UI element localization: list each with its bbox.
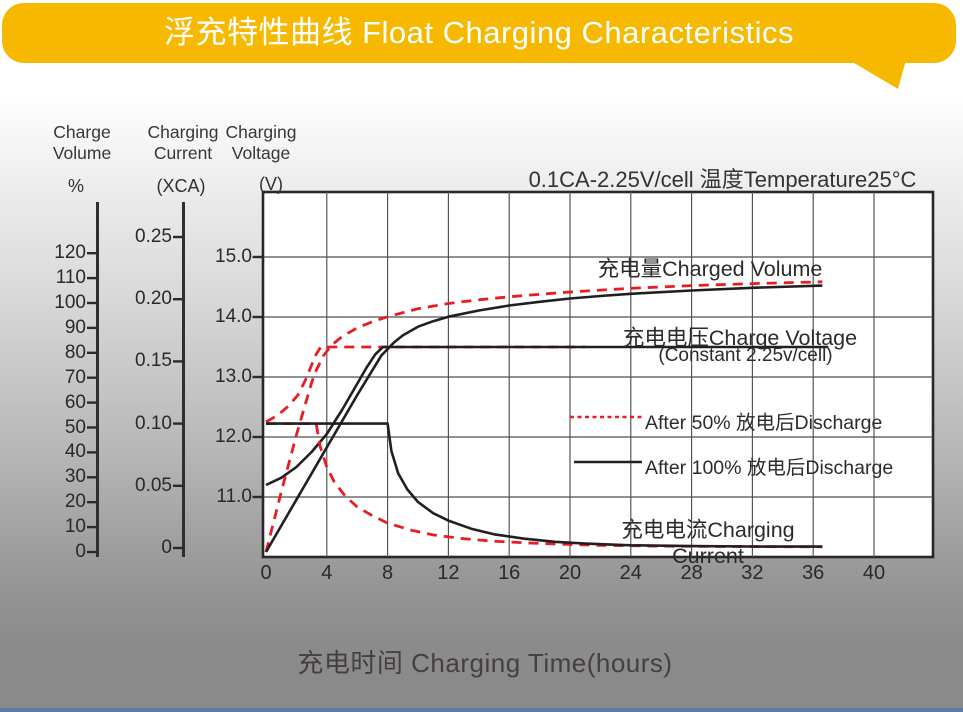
volume-tick-label-110: 110 xyxy=(55,267,86,289)
current-tick-label-0.20: 0.20 xyxy=(135,288,172,310)
current-tick-label-0.05: 0.05 xyxy=(135,474,172,496)
x-tick-label-36: 36 xyxy=(802,562,825,584)
legend-label-after-100-discharge: After 100% 放电后Discharge xyxy=(645,457,894,479)
axis-title-charging-current: Charging Current xyxy=(147,122,219,163)
x-tick-label-12: 12 xyxy=(437,562,460,584)
voltage-tick-label-14.0: 14.0 xyxy=(215,306,252,327)
legend-label-after-50-discharge: After 50% 放电后Discharge xyxy=(645,412,883,434)
test-condition-label: 0.1CA-2.25V/cell 温度Temperature25°C xyxy=(528,167,917,192)
volume-tick-label-100: 100 xyxy=(54,292,86,313)
annotation-charge-voltage: 充电电压Charge Voltage xyxy=(622,326,858,350)
volume-tick-label-80: 80 xyxy=(64,341,86,363)
volume-tick-label-30: 30 xyxy=(64,466,86,488)
x-axis-title: 充电时间 Charging Time(hours) xyxy=(297,648,673,678)
curve-charge_voltage_after_100pct_discharge xyxy=(265,345,829,487)
volume-tick-label-120: 120 xyxy=(54,242,86,264)
x-tick-label-40: 40 xyxy=(862,562,886,584)
volume-tick-label-0: 0 xyxy=(75,541,86,562)
axis-unit-xca: (XCA) xyxy=(156,176,206,196)
title-banner: 浮充特性曲线 Float Charging Characteristics xyxy=(2,3,956,63)
annotation-charge-voltage-sub: (Constant 2.25v/cell) xyxy=(658,345,833,366)
current-tick-label-0.15: 0.15 xyxy=(135,350,172,372)
x-tick-label-4: 4 xyxy=(321,562,333,584)
voltage-tick-label-12.0: 12.0 xyxy=(215,426,252,447)
volume-tick-label-60: 60 xyxy=(64,391,86,413)
axis-unit-volt: (V) xyxy=(259,174,283,194)
page-title: 浮充特性曲线 Float Charging Characteristics xyxy=(163,15,795,50)
voltage-tick-label-11.0: 11.0 xyxy=(216,486,252,507)
current-tick-label-0.25: 0.25 xyxy=(135,226,172,247)
voltage-tick-label-13.0: 13.0 xyxy=(215,366,252,387)
annotation-charging-current: 充电电流Charging Current xyxy=(621,518,795,568)
x-tick-label-20: 20 xyxy=(558,562,582,584)
volume-tick-label-40: 40 xyxy=(64,441,86,463)
bottom-accent-strip xyxy=(0,708,963,712)
plot-area xyxy=(261,190,935,559)
x-tick-label-32: 32 xyxy=(741,562,764,584)
volume-tick-label-70: 70 xyxy=(64,366,86,388)
annotation-charged-volume: 充电量Charged Volume xyxy=(597,257,823,281)
x-tick-label-0: 0 xyxy=(260,562,272,584)
curve-charged_volume_after_100pct_discharge xyxy=(264,284,823,553)
curve-charged_volume_after_50pct_discharge xyxy=(264,280,823,553)
current-tick-label-0.10: 0.10 xyxy=(135,412,172,434)
x-tick-label-24: 24 xyxy=(619,562,642,584)
voltage-tick-label-15.0: 15.0 xyxy=(215,246,252,267)
axis-unit-percent: % xyxy=(67,176,84,196)
x-tick-label-8: 8 xyxy=(382,562,394,584)
volume-tick-label-50: 50 xyxy=(64,416,86,438)
axis-title-charge-volume: Charge Volume xyxy=(52,122,112,163)
volume-tick-label-20: 20 xyxy=(64,491,86,513)
curve-charge_voltage_after_50pct_discharge xyxy=(265,345,586,424)
current-tick-label-0: 0 xyxy=(161,537,172,558)
x-tick-label-16: 16 xyxy=(498,562,521,584)
curve-charging_current_after_100pct_discharge xyxy=(266,422,823,548)
axis-title-charging-voltage: Charging Voltage xyxy=(225,122,297,163)
x-tick-label-28: 28 xyxy=(680,562,703,584)
volume-tick-label-90: 90 xyxy=(64,316,86,338)
volume-tick-label-10: 10 xyxy=(64,516,86,538)
